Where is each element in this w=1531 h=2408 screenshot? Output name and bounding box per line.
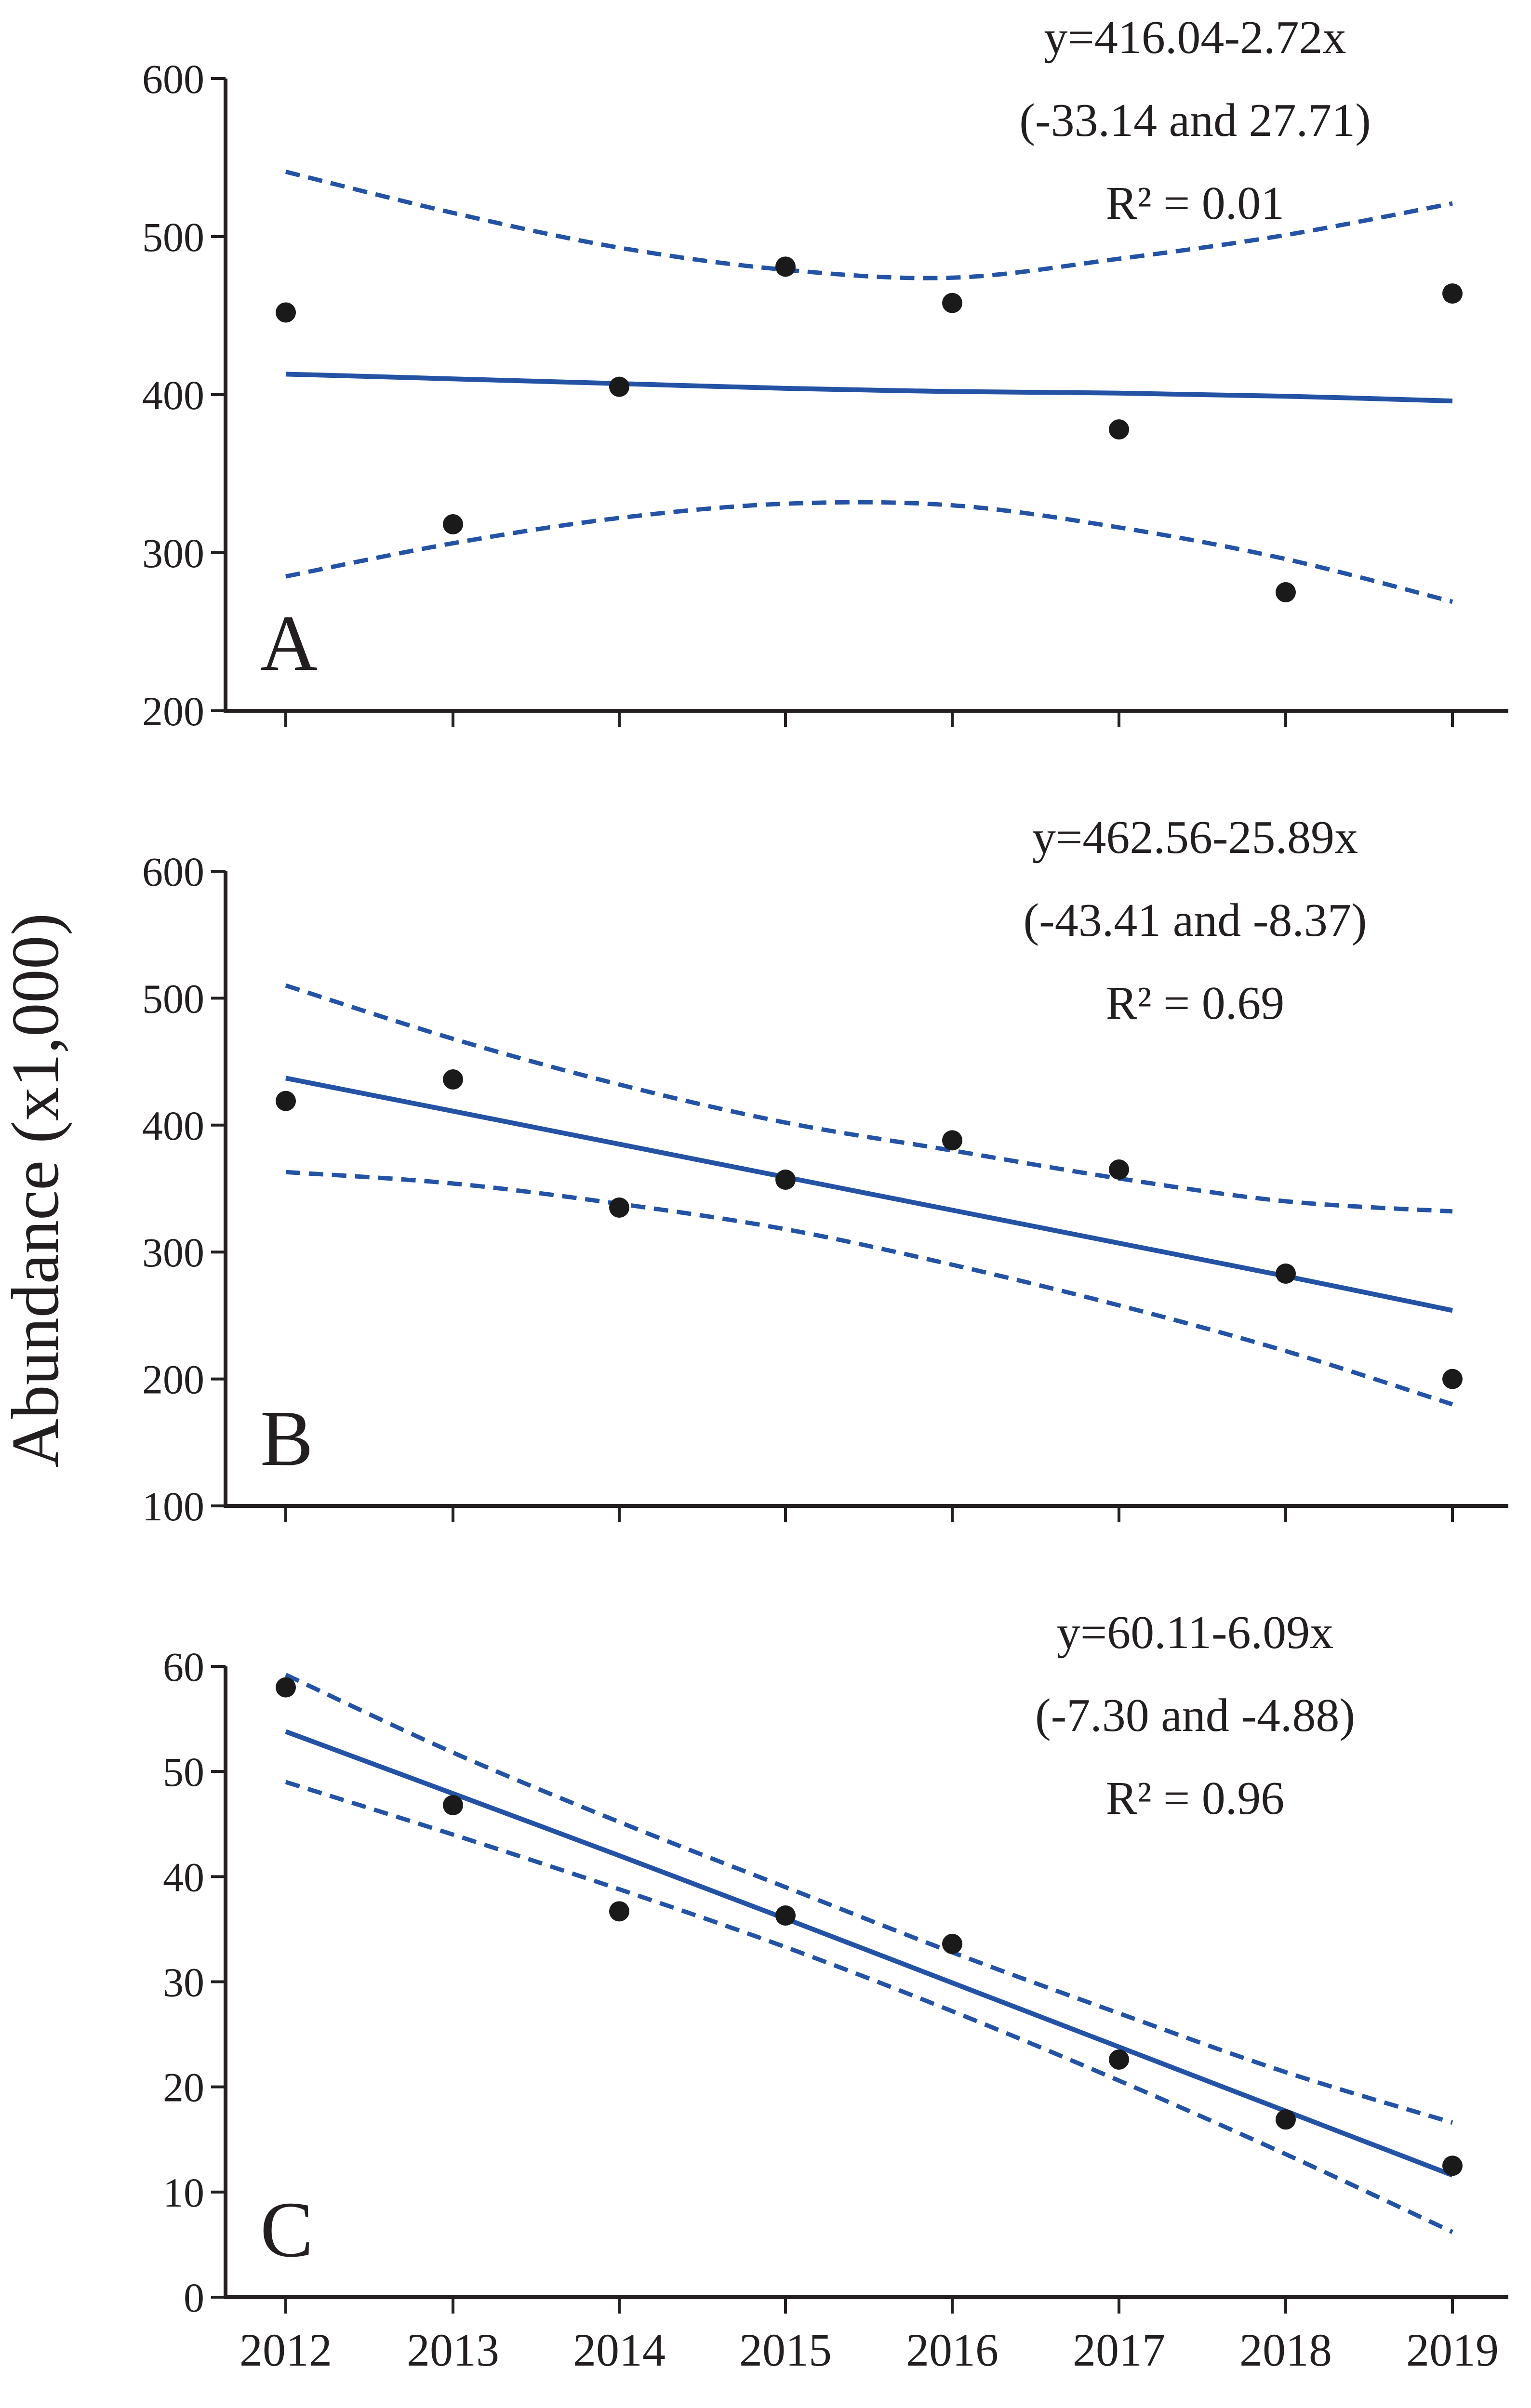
data-point: [775, 256, 796, 277]
y-tick-label: 600: [142, 56, 204, 102]
y-tick-label: 100: [142, 1483, 204, 1530]
x-tick-label: 2014: [573, 2324, 666, 2376]
equation-eq-line2: (-33.14 and 27.71): [1019, 94, 1371, 146]
panel-a: 200 300 400 500 600 y=416.04-2.72x (-33.14 and…: [142, 12, 1508, 734]
data-point: [609, 1197, 629, 1218]
x-tick-label: 2016: [906, 2324, 998, 2376]
data-point: [443, 1069, 463, 1090]
data-point: [1109, 419, 1129, 440]
fit-line: [285, 1076, 1453, 1313]
equation-eq-line2: (-43.41 and -8.37): [1023, 894, 1367, 946]
y-tick-label: 600: [142, 849, 204, 895]
x-tick-label: 2013: [407, 2324, 499, 2376]
data-point: [775, 1905, 796, 1926]
data-point: [942, 293, 962, 313]
panel-letter: C: [260, 2185, 313, 2274]
data-point: [609, 1901, 629, 1922]
y-axis-label: Abundance (x1,000): [0, 913, 73, 1468]
ci-lower-line: [285, 500, 1453, 604]
panel-b: 100 200 300 400 500 600 y=462.56-25.89x (-43.41…: [142, 812, 1508, 1530]
data-point: [1276, 582, 1296, 602]
data-point: [609, 376, 629, 397]
data-point: [1442, 2155, 1463, 2176]
y-tick-label: 50: [163, 1749, 204, 1795]
y-tick-label: 500: [142, 975, 204, 1022]
data-point: [443, 1795, 463, 1815]
equation-eq-line3: R² = 0.96: [1106, 1772, 1285, 1824]
fit-line: [285, 372, 1453, 404]
equation-eq-line2: (-7.30 and -4.88): [1035, 1690, 1355, 1742]
y-tick-label: 400: [142, 372, 204, 418]
y-tick-label: 200: [142, 1357, 204, 1403]
data-point: [942, 1130, 962, 1151]
y-tick-label: 10: [163, 2169, 204, 2216]
y-tick-label: 200: [142, 688, 204, 734]
y-tick-label: 60: [163, 1644, 204, 1690]
ci-upper-line: [285, 170, 1453, 280]
equation-eq-line1: y=60.11-6.09x: [1057, 1607, 1333, 1659]
panel-c: 0 10 20 30 40 50 60 2012 2013 2014 2015 2016 2017 201…: [163, 1607, 1508, 2376]
equation-eq-line1: y=462.56-25.89x: [1032, 812, 1358, 864]
data-point: [1109, 1159, 1129, 1180]
fit-line: [285, 1729, 1453, 2178]
equation-eq-line1: y=416.04-2.72x: [1044, 12, 1346, 64]
data-point: [276, 1677, 296, 1698]
panel-letter: B: [260, 1394, 313, 1482]
data-point: [443, 514, 463, 534]
panel-letter: A: [260, 599, 318, 687]
data-point: [276, 1091, 296, 1111]
panel-b-axes: [224, 871, 1508, 1508]
y-tick-label: 300: [142, 530, 204, 576]
y-tick-label: 30: [163, 1959, 204, 2006]
data-point: [276, 302, 296, 323]
data-point: [775, 1170, 796, 1190]
ci-upper-line: [285, 1673, 1453, 2125]
x-tick-label: 2012: [240, 2324, 332, 2376]
x-tick-label: 2015: [739, 2324, 832, 2376]
data-point: [1276, 2109, 1296, 2130]
data-point: [1442, 283, 1463, 304]
ci-upper-line: [285, 983, 1453, 1214]
ci-lower-line: [285, 1170, 1453, 1407]
x-tick-label: 2018: [1239, 2324, 1332, 2376]
data-point: [942, 1933, 962, 1954]
data-point: [1109, 2049, 1129, 2070]
data-point: [1442, 1369, 1463, 1389]
y-tick-label: 500: [142, 214, 204, 260]
y-tick-label: 300: [142, 1229, 204, 1276]
y-tick-label: 400: [142, 1103, 204, 1149]
equation-eq-line3: R² = 0.01: [1106, 177, 1285, 229]
y-tick-label: 40: [163, 1854, 204, 1900]
y-tick-label: 0: [184, 2275, 204, 2321]
ci-lower-line: [285, 1780, 1453, 2234]
equation-eq-line3: R² = 0.69: [1106, 977, 1285, 1029]
y-tick-label: 20: [163, 2064, 204, 2111]
x-tick-label: 2019: [1406, 2324, 1499, 2376]
data-point: [1276, 1263, 1296, 1284]
panel-c-axes: [224, 1666, 1508, 2299]
x-tick-label: 2017: [1073, 2324, 1165, 2376]
